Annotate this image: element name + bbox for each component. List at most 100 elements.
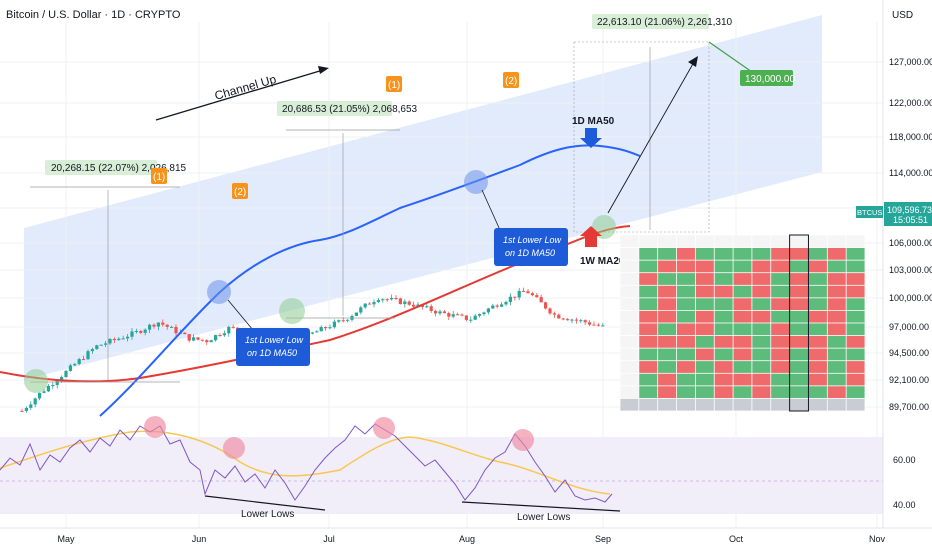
candle-body xyxy=(354,312,358,316)
table-cell xyxy=(714,323,733,336)
candle-body xyxy=(557,314,561,319)
candle-body xyxy=(46,385,50,392)
table-cell xyxy=(827,323,846,336)
table-cell xyxy=(676,247,695,260)
candle-body xyxy=(51,385,55,387)
candle-body xyxy=(170,326,174,328)
table-cell xyxy=(808,285,827,298)
candle-body xyxy=(504,301,508,305)
table-cell xyxy=(658,235,677,248)
table-cell xyxy=(676,373,695,386)
table-cell xyxy=(808,386,827,399)
candle-body xyxy=(583,320,587,323)
table-cell xyxy=(790,260,809,273)
candle-body xyxy=(148,324,152,330)
candle-body xyxy=(310,332,314,334)
table-cell xyxy=(714,373,733,386)
table-cell xyxy=(714,273,733,285)
price-tick-label: 89,700.00 xyxy=(889,402,929,412)
table-cell xyxy=(695,361,714,373)
time-tick-label: Aug xyxy=(459,534,475,544)
table-cell xyxy=(658,323,677,336)
table-cell xyxy=(639,348,658,361)
table-cell xyxy=(695,398,714,411)
table-cell xyxy=(790,323,809,336)
table-cell xyxy=(846,348,865,361)
candle-body xyxy=(214,335,218,341)
table-cell xyxy=(639,323,658,336)
candle-body xyxy=(192,337,196,341)
candle-body xyxy=(156,322,160,327)
table-cell xyxy=(752,247,771,260)
table-cell xyxy=(695,247,714,260)
time-tick-label: Jul xyxy=(323,534,335,544)
table-cell xyxy=(658,386,677,399)
candle-body xyxy=(346,319,350,321)
candle-body xyxy=(165,324,169,327)
table-cell xyxy=(639,361,658,373)
table-cell xyxy=(827,235,846,248)
table-cell xyxy=(714,235,733,248)
channel-up-label: Channel Up xyxy=(213,72,278,103)
candle-body xyxy=(24,407,28,411)
table-cell xyxy=(771,386,790,399)
table-cell xyxy=(658,398,677,411)
candle-body xyxy=(535,295,539,298)
candle-body xyxy=(324,327,328,329)
table-cell xyxy=(733,386,752,399)
ma50-label: 1D MA50 xyxy=(572,116,615,127)
candle-body xyxy=(517,290,521,298)
candle-body xyxy=(359,307,363,313)
candle-body xyxy=(478,314,482,316)
svg-text:(1): (1) xyxy=(388,80,400,91)
candle-body xyxy=(231,326,235,328)
table-cell xyxy=(695,285,714,298)
candle-body xyxy=(86,351,90,360)
candle-body xyxy=(442,311,446,314)
candle-body xyxy=(491,305,495,309)
channel-up-arrow-head xyxy=(318,66,329,74)
candle-body xyxy=(99,344,103,346)
table-cell xyxy=(771,273,790,285)
table-cell xyxy=(752,310,771,323)
table-cell xyxy=(808,260,827,273)
table-cell xyxy=(676,235,695,248)
table-cell xyxy=(846,310,865,323)
table-cell xyxy=(790,273,809,285)
candle-body xyxy=(495,305,499,307)
candle-body xyxy=(464,315,468,320)
candle-body xyxy=(403,301,407,305)
measure-1-label: 20,268.15 (22.07%) 2,026,815 xyxy=(51,163,187,174)
candle-body xyxy=(407,301,411,305)
candle-body xyxy=(412,304,416,307)
table-cell xyxy=(620,323,639,336)
marker-1-a: (1) xyxy=(151,168,167,184)
table-cell xyxy=(752,273,771,285)
projection-arrow xyxy=(607,61,695,214)
table-cell xyxy=(733,310,752,323)
table-cell xyxy=(733,298,752,311)
table-cell xyxy=(827,310,846,323)
candle-body xyxy=(121,338,125,340)
time-tick-label: Sep xyxy=(595,534,611,544)
price-tick-label: 106,000.00 xyxy=(889,238,932,248)
table-cell xyxy=(733,398,752,411)
candle-body xyxy=(574,319,578,321)
table-cell xyxy=(827,273,846,285)
candle-body xyxy=(33,398,37,405)
candle-body xyxy=(315,331,319,333)
candle-body xyxy=(95,345,99,350)
table-cell xyxy=(827,398,846,411)
candle-body xyxy=(508,296,512,302)
table-cell xyxy=(714,398,733,411)
candle-body xyxy=(328,327,332,329)
table-cell xyxy=(808,298,827,311)
table-cell xyxy=(733,323,752,336)
candle-body xyxy=(456,314,460,316)
table-cell xyxy=(846,235,865,248)
measure-2-label: 20,686.53 (21.05%) 2,068,653 xyxy=(282,104,418,115)
table-cell xyxy=(752,298,771,311)
circle-blue-1 xyxy=(207,280,231,304)
table-cell xyxy=(658,273,677,285)
